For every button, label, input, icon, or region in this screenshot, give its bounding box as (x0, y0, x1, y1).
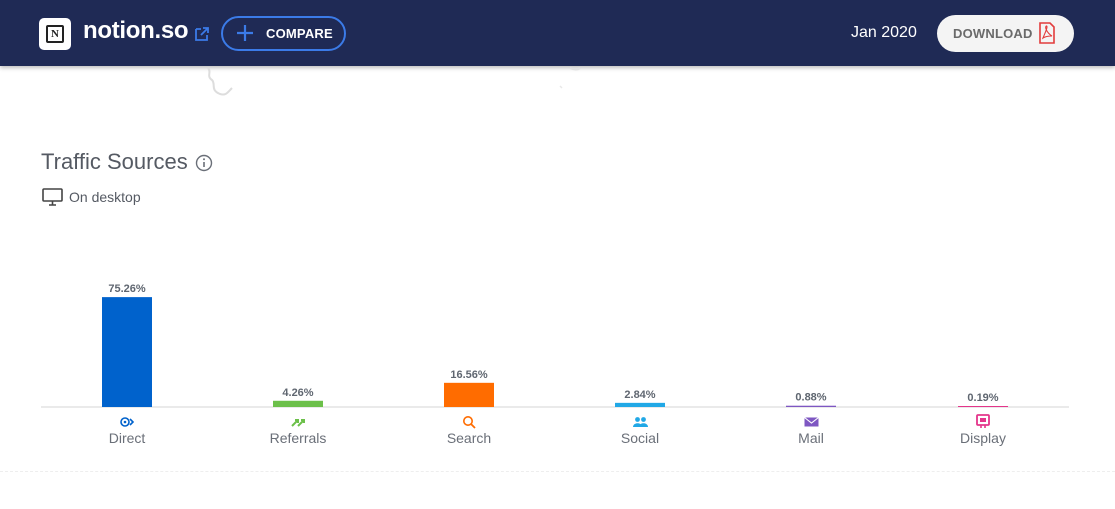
world-map-decoration (207, 67, 581, 96)
info-icon[interactable] (195, 154, 213, 172)
direct-icon (120, 417, 135, 427)
download-label: DOWNLOAD (953, 26, 1033, 41)
bar-social[interactable] (615, 402, 665, 407)
site-logo: N (39, 18, 71, 50)
pdf-icon (1039, 22, 1055, 44)
top-bar: N notion.so COMPARE Jan 2020 DOWNLOAD (0, 0, 1115, 66)
category-label-referrals: Referrals (270, 430, 327, 446)
category-label-display: Display (960, 430, 1006, 446)
section-divider (0, 471, 1115, 472)
category-label-mail: Mail (798, 430, 824, 446)
value-label-direct: 75.26% (108, 283, 146, 295)
section-title: Traffic Sources (41, 149, 188, 174)
search-icon (463, 416, 476, 429)
value-label-display: 0.19% (967, 392, 998, 404)
bar-referrals[interactable] (273, 400, 323, 407)
site-name: notion.so (83, 17, 189, 44)
category-label-search: Search (447, 430, 491, 446)
referrals-icon (291, 419, 305, 427)
social-icon (633, 417, 648, 427)
display-icon (976, 414, 990, 428)
value-label-social: 2.84% (624, 389, 655, 401)
traffic-sources-chart: 75.26% Direct 4.26% Referrals 16.56% Search 2.… (41, 283, 1069, 446)
notion-logo-icon: N (46, 25, 64, 43)
bar-direct[interactable] (102, 297, 152, 407)
category-label-social: Social (621, 430, 659, 446)
bar-search[interactable] (444, 382, 494, 407)
download-button[interactable]: DOWNLOAD (937, 15, 1074, 52)
value-label-referrals: 4.26% (282, 387, 313, 399)
bar-mail[interactable] (786, 405, 836, 407)
value-label-search: 16.56% (450, 369, 488, 381)
compare-label: COMPARE (266, 26, 333, 41)
external-link-icon[interactable] (193, 25, 211, 43)
plus-icon (237, 25, 253, 41)
mail-icon (804, 417, 819, 427)
category-label-direct: Direct (109, 430, 146, 446)
compare-button[interactable]: COMPARE (221, 16, 346, 51)
date-selector[interactable]: Jan 2020 (851, 24, 917, 41)
desktop-icon (42, 188, 63, 206)
value-label-mail: 0.88% (795, 392, 826, 404)
bar-display[interactable] (958, 406, 1008, 407)
device-label: On desktop (69, 189, 141, 205)
